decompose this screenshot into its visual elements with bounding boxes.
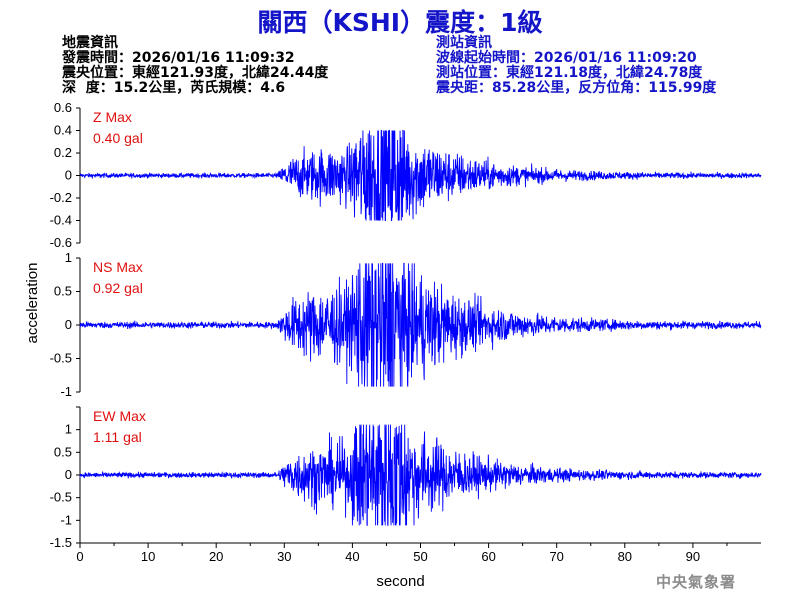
y-tick-label-ew: 1	[65, 422, 72, 437]
y-tick-label-ew: -0.5	[50, 490, 72, 505]
station-distance: 震央距：85.28公里，反方位角：115.99度	[436, 80, 717, 96]
y-tick-label-z: 0.2	[54, 145, 72, 160]
y-tick-label-z: -0.4	[50, 213, 72, 228]
quake-info: 地震資訊 發震時間：2026/01/16 11:09:32 震央位置：東經121…	[62, 36, 328, 96]
quake-info-heading: 地震資訊	[62, 35, 118, 51]
x-axis-title: second	[376, 573, 424, 590]
y-tick-label-z: -0.2	[50, 190, 72, 205]
y-tick-label-ns: -1	[60, 384, 72, 399]
x-tick-label: 50	[413, 549, 427, 564]
max-value-ns: 0.92 gal	[93, 280, 143, 296]
y-tick-label-ew: 0	[65, 467, 72, 482]
waveform-z	[79, 130, 762, 221]
y-tick-label-ns: 1	[65, 250, 72, 265]
y-tick-label-ns: -0.5	[50, 351, 72, 366]
y-tick-label-ew: -1	[60, 512, 72, 527]
quake-epicenter: 震央位置：東經121.93度，北緯24.44度	[62, 65, 329, 81]
x-tick-label: 80	[618, 549, 632, 564]
chart-title: 關西（KSHI）震度：1級	[257, 8, 543, 37]
station-info: 測站資訊 波線起始時間：2026/01/16 11:09:20 測站位置：東經1…	[436, 36, 716, 96]
y-tick-label-z: 0	[65, 168, 72, 183]
waveform-ns	[79, 262, 762, 387]
x-tick-label: 60	[481, 549, 495, 564]
y-tick-label-ns: 0	[65, 317, 72, 332]
y-tick-label-z: 0.6	[54, 100, 72, 115]
y-axis-title: acceleration	[24, 263, 41, 344]
max-label-ns: NS Max	[93, 259, 143, 275]
y-tick-label-ew: -1.5	[50, 535, 72, 550]
station-wave-start: 波線起始時間：2026/01/16 11:09:20	[436, 50, 697, 66]
y-tick-label-ew: 0.5	[54, 444, 72, 459]
x-tick-label: 0	[76, 549, 83, 564]
quake-depth-magnitude: 深 度：15.2公里，芮氏規模：4.6	[62, 80, 286, 96]
footer-agency: 中央氣象署	[656, 573, 737, 591]
x-tick-label: 90	[686, 549, 700, 564]
y-tick-label-z: -0.6	[50, 235, 72, 250]
station-info-heading: 測站資訊	[436, 35, 492, 51]
y-tick-label-z: 0.4	[54, 123, 72, 138]
x-tick-label: 30	[277, 549, 291, 564]
max-value-z: 0.40 gal	[93, 130, 143, 146]
x-tick-label: 20	[209, 549, 223, 564]
y-tick-label-ns: 0.5	[54, 284, 72, 299]
x-tick-label: 70	[549, 549, 563, 564]
quake-time: 發震時間：2026/01/16 11:09:32	[62, 50, 295, 66]
x-tick-label: 10	[141, 549, 155, 564]
max-label-ew: EW Max	[93, 408, 146, 424]
max-label-z: Z Max	[93, 109, 132, 125]
max-value-ew: 1.11 gal	[93, 429, 142, 445]
waveform-ew	[79, 424, 762, 526]
station-location: 測站位置：東經121.18度，北緯24.78度	[436, 65, 703, 81]
x-tick-label: 40	[345, 549, 359, 564]
